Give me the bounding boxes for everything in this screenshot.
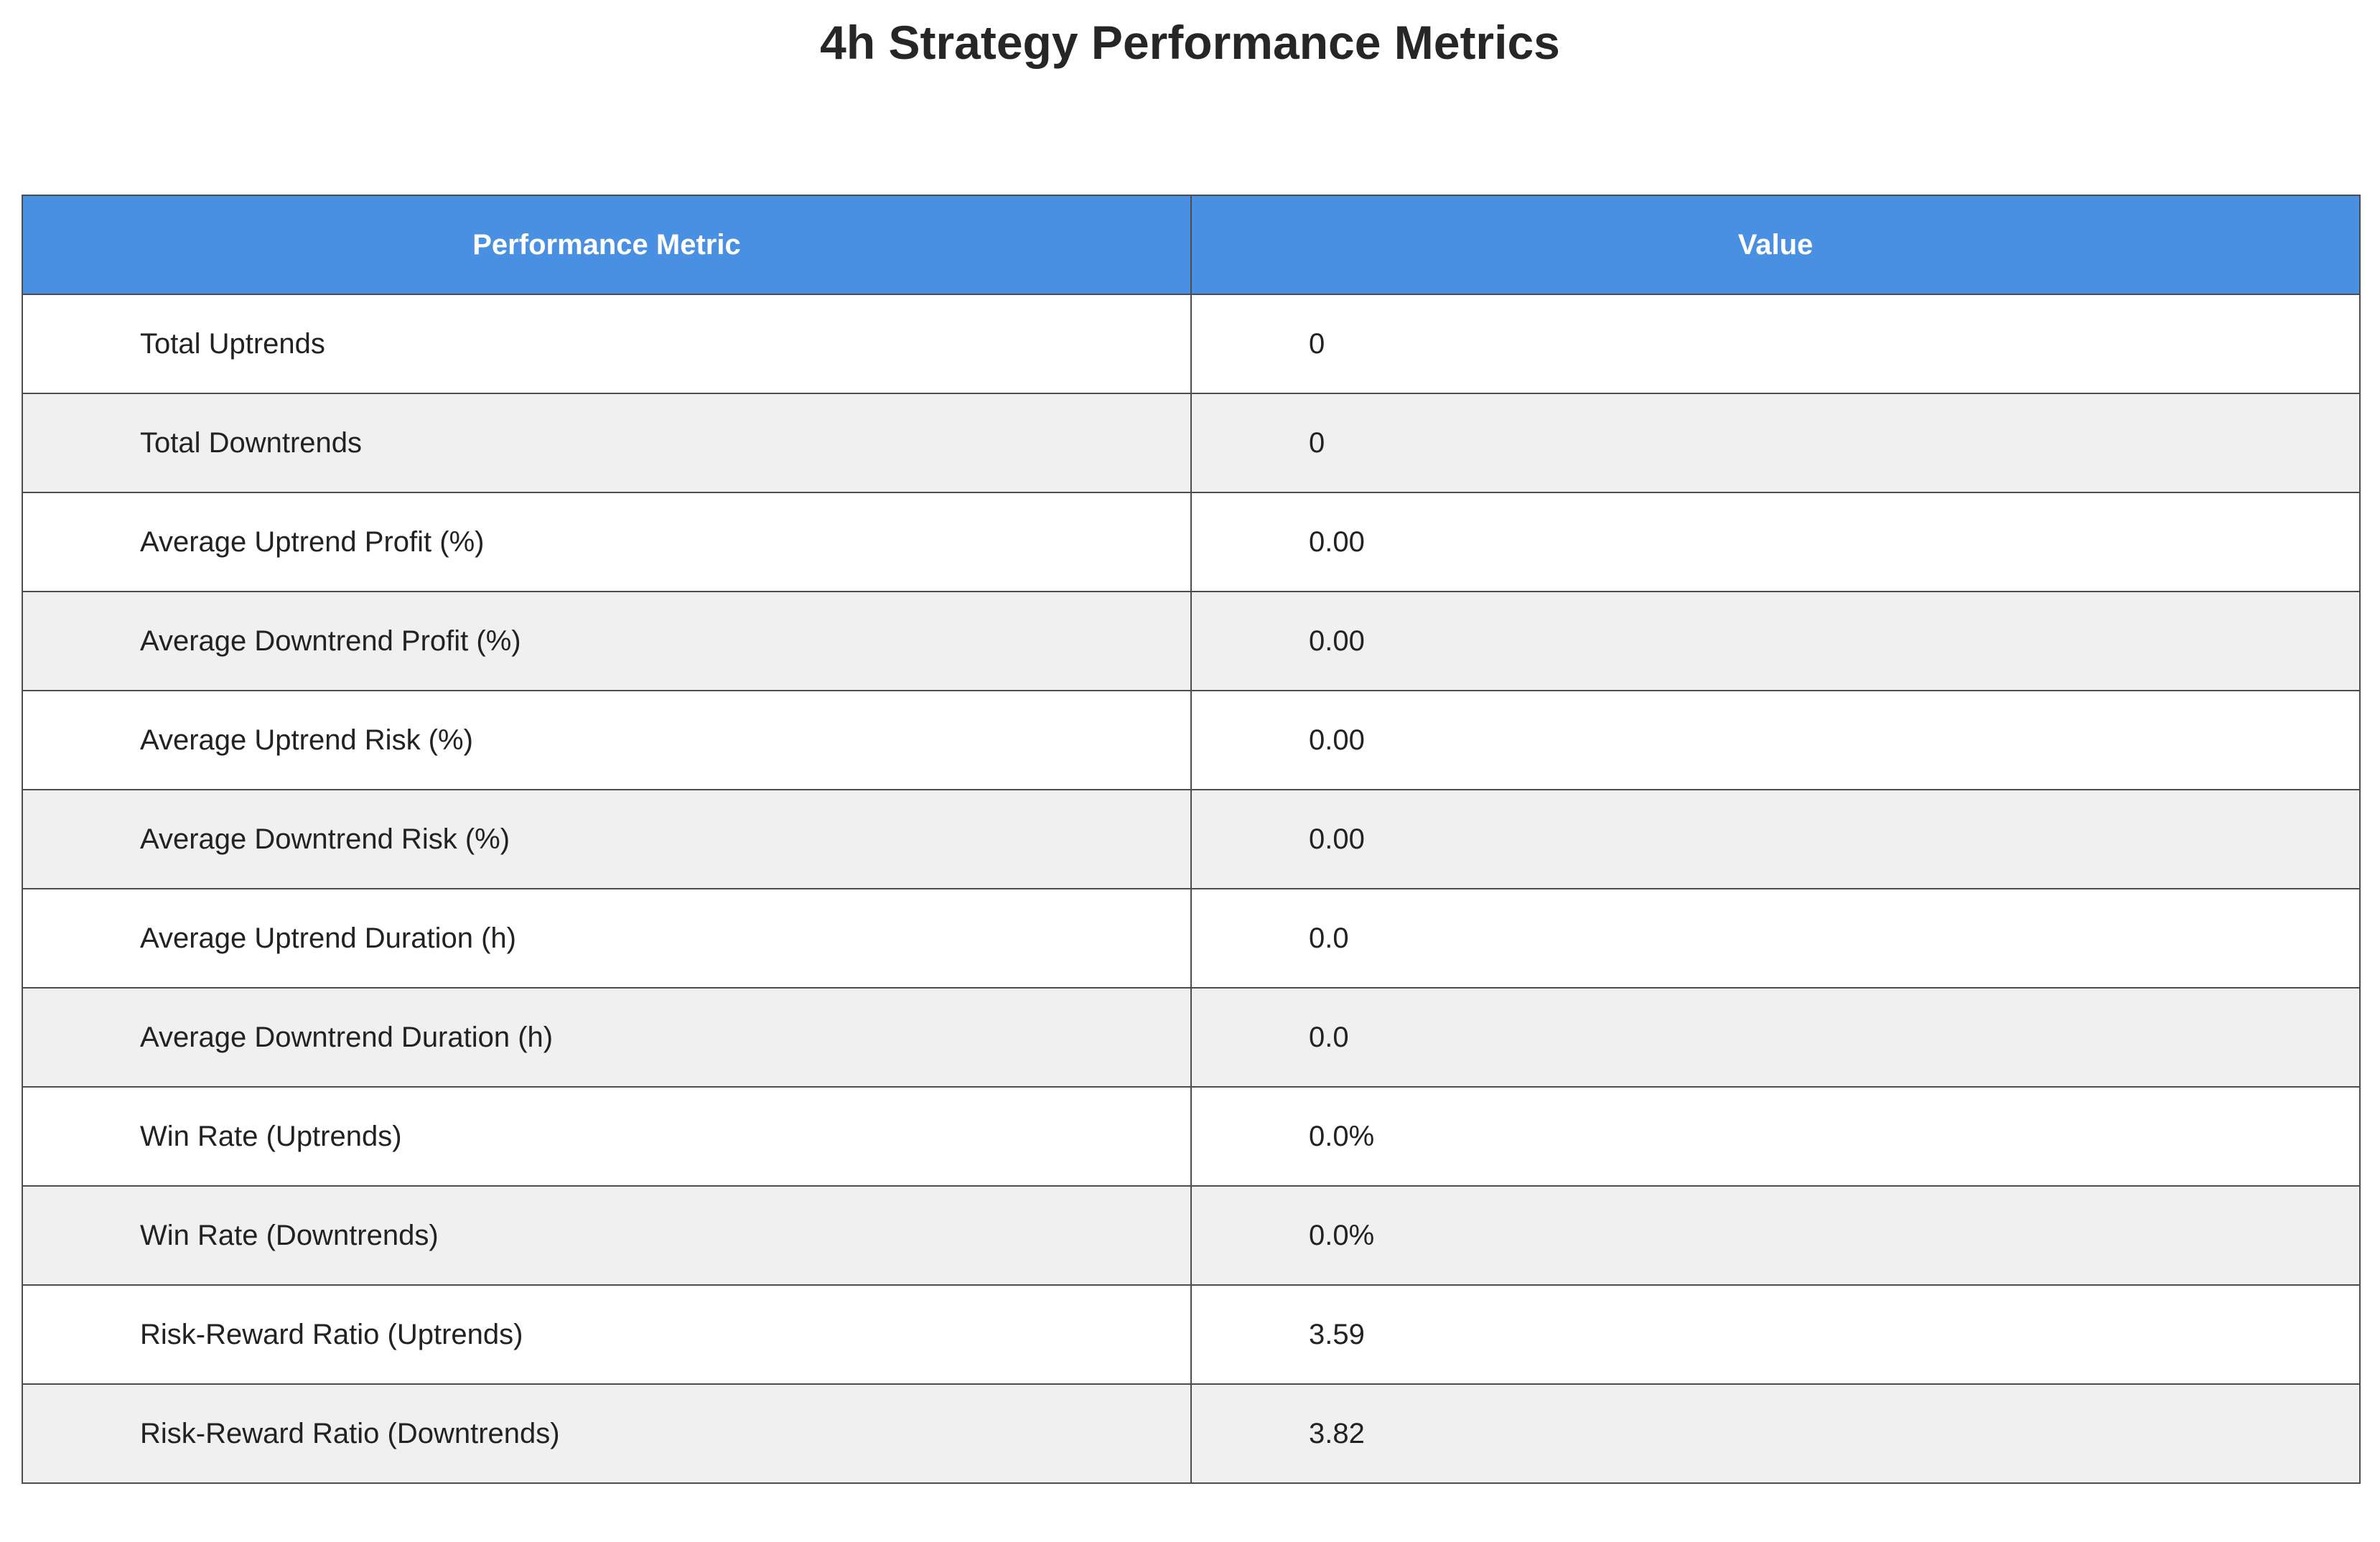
- metric-value-cell: 0.0: [1190, 888, 2361, 989]
- table-body: Total Uptrends 0 Total Downtrends 0 Average …: [22, 294, 2361, 1484]
- metric-value-cell: 3.59: [1190, 1284, 2361, 1385]
- table-row: Average Downtrend Risk (%) 0.00: [22, 789, 2361, 889]
- metric-name-cell: Average Uptrend Risk (%): [22, 690, 1192, 790]
- table-row: Average Downtrend Profit (%) 0.00: [22, 591, 2361, 691]
- metric-name-cell: Average Downtrend Duration (h): [22, 987, 1192, 1088]
- metric-value-cell: 0.0: [1190, 987, 2361, 1088]
- table-row: Total Downtrends 0: [22, 393, 2361, 493]
- metric-value-cell: 0.00: [1190, 492, 2361, 592]
- table-header-row: Performance Metric Value: [22, 195, 2361, 295]
- metric-value-cell: 0.0%: [1190, 1185, 2361, 1286]
- chart-title: 4h Strategy Performance Metrics: [820, 16, 1560, 69]
- metric-name-cell: Average Uptrend Profit (%): [22, 492, 1192, 592]
- metric-name-cell: Win Rate (Downtrends): [22, 1185, 1192, 1286]
- metric-name-cell: Average Downtrend Profit (%): [22, 591, 1192, 691]
- metric-value-cell: 0.0%: [1190, 1086, 2361, 1187]
- metric-value-cell: 3.82: [1190, 1383, 2361, 1484]
- metric-value-cell: 0.00: [1190, 789, 2361, 889]
- table-row: Average Uptrend Risk (%) 0.00: [22, 690, 2361, 790]
- table-row: Average Uptrend Profit (%) 0.00: [22, 492, 2361, 592]
- metric-value-cell: 0: [1190, 294, 2361, 394]
- metric-name-cell: Total Uptrends: [22, 294, 1192, 394]
- metric-value-cell: 0.00: [1190, 690, 2361, 790]
- table-row: Average Uptrend Duration (h) 0.0: [22, 888, 2361, 989]
- table-row: Risk-Reward Ratio (Downtrends) 3.82: [22, 1383, 2361, 1484]
- metric-value-cell: 0: [1190, 393, 2361, 493]
- metric-name-cell: Risk-Reward Ratio (Uptrends): [22, 1284, 1192, 1385]
- column-header-value: Value: [1190, 195, 2361, 295]
- metric-name-cell: Win Rate (Uptrends): [22, 1086, 1192, 1187]
- table-row: Win Rate (Downtrends) 0.0%: [22, 1185, 2361, 1286]
- metric-name-cell: Total Downtrends: [22, 393, 1192, 493]
- table-row: Average Downtrend Duration (h) 0.0: [22, 987, 2361, 1088]
- table-row: Risk-Reward Ratio (Uptrends) 3.59: [22, 1284, 2361, 1385]
- metric-name-cell: Average Uptrend Duration (h): [22, 888, 1192, 989]
- metric-name-cell: Average Downtrend Risk (%): [22, 789, 1192, 889]
- metric-value-cell: 0.00: [1190, 591, 2361, 691]
- table-row: Total Uptrends 0: [22, 294, 2361, 394]
- table-row: Win Rate (Uptrends) 0.0%: [22, 1086, 2361, 1187]
- metric-name-cell: Risk-Reward Ratio (Downtrends): [22, 1383, 1192, 1484]
- metrics-table: Performance Metric Value Total Uptrends 0…: [22, 195, 2361, 1484]
- column-header-metric: Performance Metric: [22, 195, 1192, 295]
